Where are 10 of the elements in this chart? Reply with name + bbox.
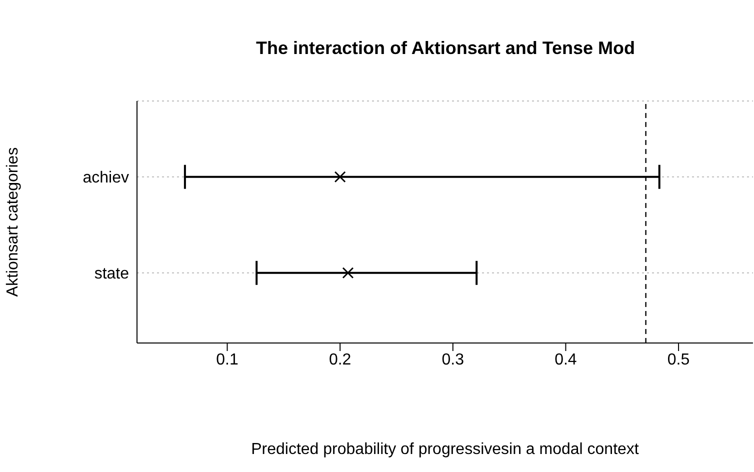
y-tick-label: achiev [82, 170, 129, 187]
x-tick-label: 0.4 [554, 351, 577, 368]
y-tick-label: state [94, 266, 130, 283]
x-tick-label: 0.5 [667, 351, 690, 368]
chart-title: The interaction of Aktionsart and Tense Mod [254, 38, 636, 59]
x-tick-label: 0.2 [328, 351, 352, 368]
y-axis-title: Aktionsart categories [4, 147, 22, 297]
x-tick-label: 0.1 [216, 351, 238, 368]
x-axis-title: Predicted probability of progressivesin a modal context [251, 441, 640, 458]
x-tick-label: 0.3 [442, 351, 464, 368]
